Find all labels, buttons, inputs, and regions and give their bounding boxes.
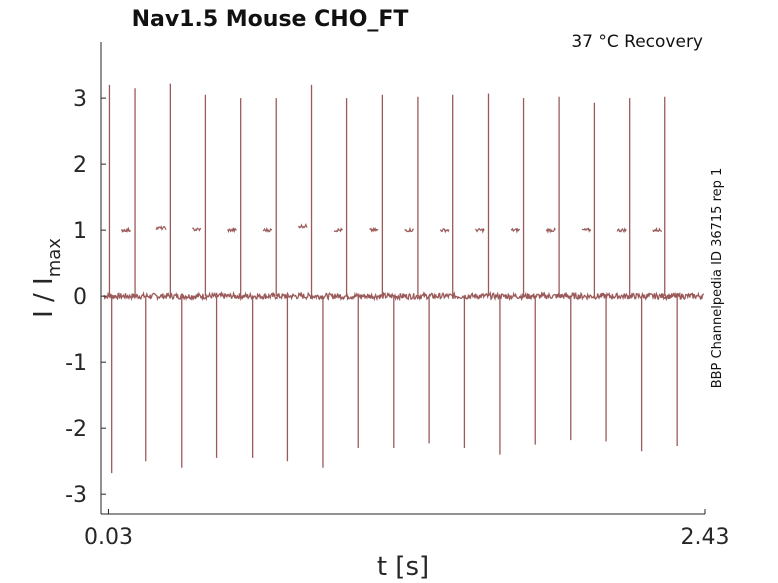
current-traces bbox=[103, 83, 705, 474]
baseline-trace bbox=[103, 290, 705, 302]
y-tick-label: 0 bbox=[73, 285, 87, 310]
channelpedia-id-label: BBP Channelpedia ID 36715 rep 1 bbox=[710, 168, 725, 389]
pulse-plateau bbox=[545, 227, 556, 234]
x-ticks: 0.03 2.43 bbox=[84, 509, 730, 550]
y-tick-label: -2 bbox=[65, 417, 87, 442]
chart-title: Nav1.5 Mouse CHO_FT bbox=[132, 7, 409, 32]
pulse-plateau bbox=[298, 223, 308, 229]
plot-area: 3 2 1 0 -1 -2 -3 0.03 2.43 bbox=[65, 42, 729, 550]
pulse-plateau bbox=[227, 226, 237, 234]
pulse-plateau bbox=[581, 227, 592, 233]
pulse-plateau bbox=[155, 225, 167, 231]
side-label-group: BBP Channelpedia ID 36715 rep 1 bbox=[710, 168, 725, 389]
pulse-plateau bbox=[192, 227, 202, 232]
y-axis-label: I / Imax bbox=[29, 238, 65, 318]
x-tick-label: 2.43 bbox=[681, 525, 730, 550]
pulse-plateau bbox=[439, 227, 450, 234]
pulse-plateau bbox=[652, 226, 663, 233]
y-tick-label: -3 bbox=[65, 483, 87, 508]
pulse-plateau bbox=[616, 227, 627, 234]
pulse-plateau bbox=[369, 226, 379, 233]
pulse-plateau bbox=[510, 227, 521, 234]
condition-annotation: 37 °C Recovery bbox=[571, 32, 703, 52]
y-axis-label-subscript: max bbox=[44, 238, 65, 278]
pulse-plateau bbox=[404, 226, 414, 233]
y-axis-label-group: I / Imax bbox=[29, 238, 65, 318]
x-tick-label: 0.03 bbox=[84, 525, 133, 550]
y-tick-label: 1 bbox=[73, 219, 87, 244]
y-tick-label: 2 bbox=[73, 153, 87, 178]
y-ticks: 3 2 1 0 -1 -2 -3 bbox=[65, 87, 106, 508]
pulse-plateau bbox=[262, 226, 273, 233]
y-tick-label: -1 bbox=[65, 351, 87, 376]
y-tick-label: 3 bbox=[73, 87, 87, 112]
pulse-plateau bbox=[475, 227, 485, 234]
pulse-plateau bbox=[333, 227, 343, 233]
pulse-plateau bbox=[121, 226, 132, 234]
y-axis-label-main: I / I bbox=[29, 277, 59, 318]
x-axis-label: t [s] bbox=[377, 552, 429, 582]
